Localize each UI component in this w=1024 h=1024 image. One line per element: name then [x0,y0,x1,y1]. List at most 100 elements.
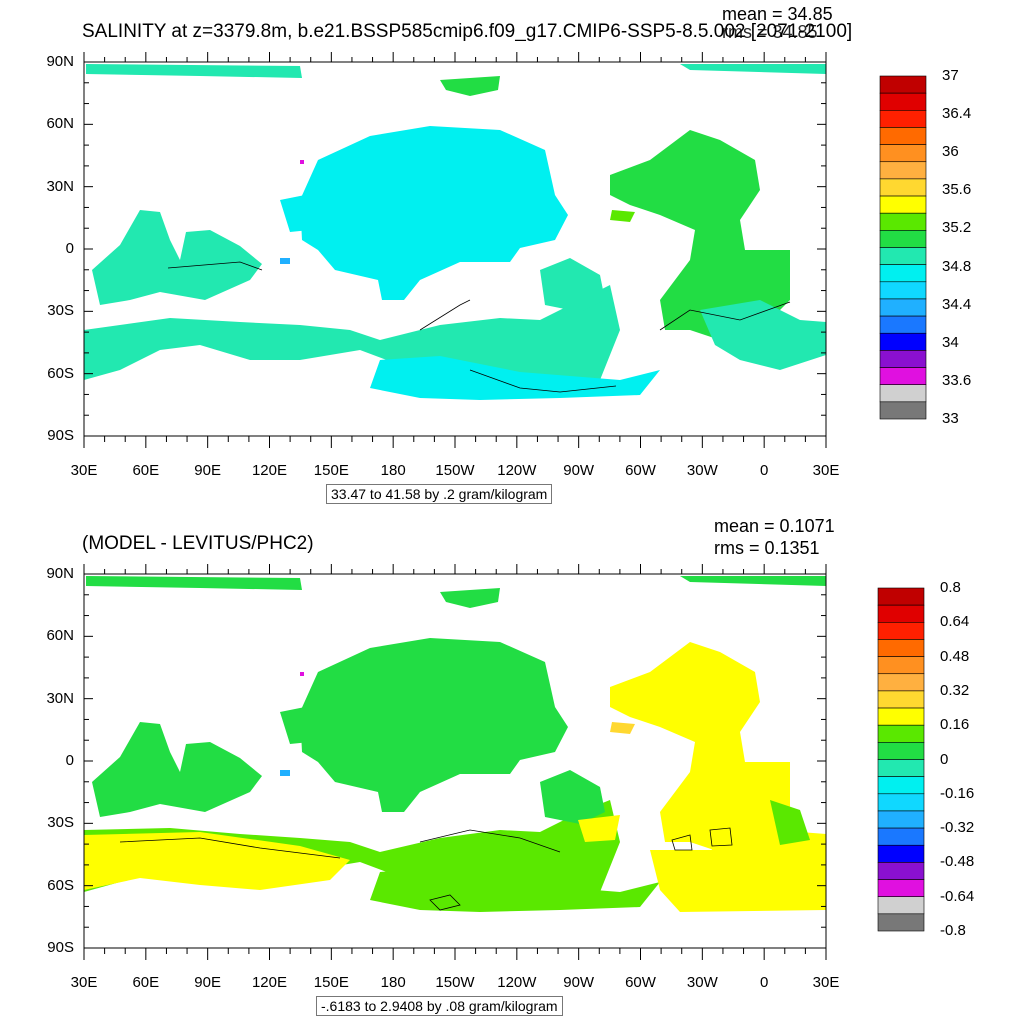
colorbar-swatch [879,298,927,317]
colorbar-swatch [877,776,925,795]
colorbar-label: 36.4 [942,105,972,123]
colorbar-swatch [877,793,925,812]
tick-marks [83,52,827,960]
colorbar-swatch [877,827,925,846]
colorbar-swatch [877,913,925,932]
x-tick-label: 90W [563,462,595,479]
colorbar-label: 33.6 [942,371,972,389]
colorbar-swatch [879,230,927,248]
x-tick-label: 30E [812,974,840,991]
colorbar-swatch [879,384,927,403]
y-tick-label: 60S [47,364,74,382]
x-tick-label: 150E [313,462,349,479]
x-tick-label: 120E [251,974,288,991]
x-tick-label: 60W [625,974,656,991]
colorbar-label: 34.8 [942,257,972,275]
colorbar-swatch [877,759,925,777]
x-tick-label: 60W [625,462,656,479]
colorbar-swatch [877,690,925,709]
y-tick-label: 30S [47,302,74,320]
y-tick-label: 90S [47,939,74,956]
x-tick-label: 120W [497,974,537,991]
y-tick-label: 90N [46,565,74,582]
colorbar-swatch [879,110,927,128]
colorbar-swatch [879,264,927,283]
colorbar-swatch [879,401,927,420]
colorbar-swatch [877,742,925,760]
x-tick-label: 30W [686,974,718,991]
colorbar-label: -0.48 [940,853,975,871]
colorbar-swatch [879,161,927,180]
colorbar-swatch [877,587,925,606]
y-tick-label: 60N [46,115,74,133]
x-tick-label: 120E [251,462,288,479]
colorbar-swatch [877,604,925,623]
colorbar-swatch [879,92,927,111]
colorbar-label: -0.32 [940,819,975,837]
colorbar-swatch [879,212,927,231]
y-tick-label: 90N [46,53,74,70]
colorbar-swatch [879,195,927,214]
x-tick-label: 30W [686,462,718,479]
x-tick-label: 180 [380,462,406,479]
p1-rms-label: rms = 34.85 [722,22,818,42]
p2-title: (MODEL - LEVITUS/PHC2) [82,533,314,554]
p1-colorbar [879,75,927,420]
colorbar-label: 0.64 [940,613,970,631]
y-tick-label: 90S [47,427,74,444]
colorbar-label: 35.6 [942,181,972,199]
colorbar-label: 33 [942,410,959,427]
p1-range-label: 33.47 to 41.58 by .2 gram/kilogram [326,484,553,504]
colorbar-label: -0.64 [940,887,975,905]
p2-map-field [84,576,826,912]
x-tick-label: 90W [563,974,595,991]
colorbar-label: 0.16 [940,716,970,734]
colorbar-swatch [877,656,925,675]
colorbar-label: 35.2 [942,219,972,237]
x-tick-label: 30E [70,462,98,479]
p2-colorbar [877,587,925,932]
colorbar-swatch [879,127,927,145]
x-tick-label: 150W [435,462,475,479]
p1-mean-label: mean = 34.85 [722,4,833,24]
y-tick-label: 60N [46,627,74,645]
colorbar-swatch [877,844,925,863]
p1-map-field [84,64,826,400]
x-tick-label: 30E [70,974,98,991]
colorbar-swatch [877,896,925,915]
colorbar-label: -0.16 [940,784,975,802]
colorbar-swatch [879,247,927,265]
colorbar-label: 0 [940,750,949,768]
colorbar-swatch [877,621,925,640]
colorbar-label: 0.8 [940,579,961,596]
x-tick-label: 60E [132,462,160,479]
p2-mean-label: mean = 0.1071 [714,516,835,536]
x-tick-label: 90E [194,462,221,479]
colorbar-label: 34 [942,333,959,351]
colorbar-swatch [877,724,925,743]
x-tick-label: 180 [380,974,406,991]
p2-range-label: -.6183 to 2.9408 by .08 gram/kilogram [316,996,563,1016]
x-tick-label: 120W [497,462,537,479]
colorbar-swatch [877,639,925,657]
x-tick-label: 90E [194,974,221,991]
colorbar-swatch [879,332,927,351]
colorbar-label: 34.4 [942,295,972,313]
p1-contours [167,261,791,393]
colorbar-swatch [877,879,925,897]
colorbar-label: 0.32 [940,681,970,699]
y-tick-label: 30N [46,177,74,195]
y-tick-label: 30N [46,689,74,707]
colorbar-label: -0.8 [940,922,966,939]
colorbar-swatch [879,75,927,94]
p1-title: SALINITY at z=3379.8m, b.e21.BSSP585cmip… [82,21,853,42]
colorbar-swatch [877,810,925,829]
colorbar-swatch [879,350,927,368]
colorbar-swatch [877,707,925,726]
colorbar-swatch [879,178,927,197]
colorbar-swatch [879,315,927,334]
p2-rms-label: rms = 0.1351 [714,538,820,558]
colorbar-swatch [879,144,927,163]
x-tick-label: 0 [759,462,769,479]
